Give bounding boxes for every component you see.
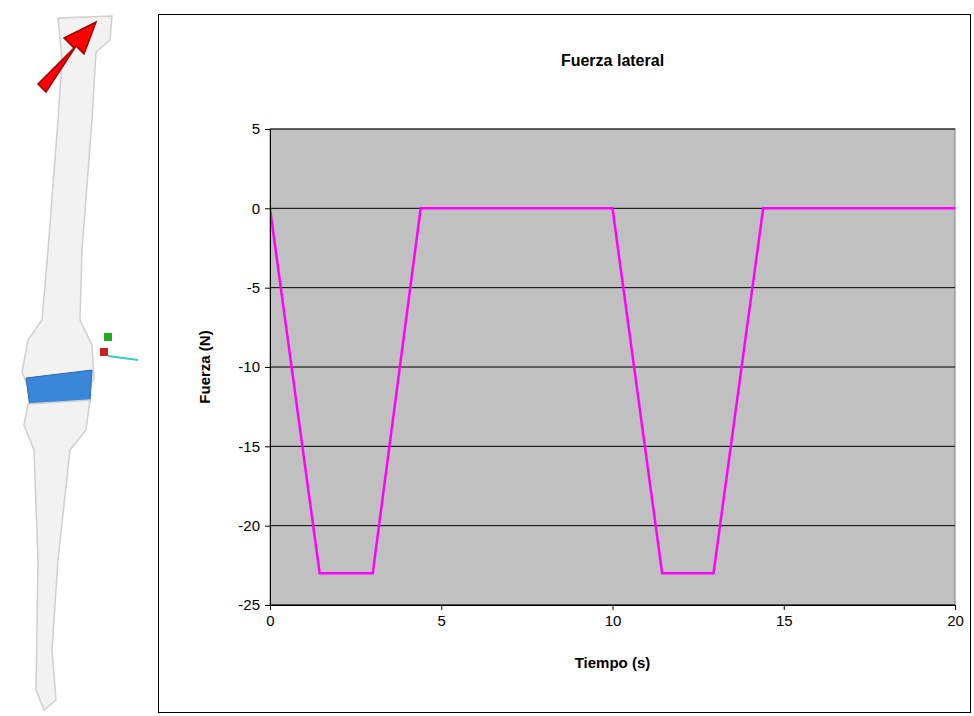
grid-line xyxy=(270,525,955,526)
y-tick: 5 xyxy=(252,120,270,137)
y-tick-mark xyxy=(265,605,270,606)
y-tick-label: 5 xyxy=(252,120,260,137)
y-tick: -5 xyxy=(247,279,270,296)
grid-line xyxy=(270,367,955,368)
x-tick-label: 0 xyxy=(266,612,274,629)
y-tick: -20 xyxy=(238,517,270,534)
chart-title: Fuerza lateral xyxy=(561,52,664,69)
x-tick: 5 xyxy=(438,605,446,629)
x-axis-line xyxy=(271,606,956,611)
plot-marks xyxy=(270,208,955,573)
x-axis-title: Tiempo (s) xyxy=(575,654,651,671)
x-tick: 10 xyxy=(605,605,622,629)
marker xyxy=(108,356,138,360)
y-axis-title: Fuerza (N) xyxy=(196,330,213,403)
grid-line xyxy=(270,287,955,288)
marker xyxy=(104,333,112,341)
y-tick-mark xyxy=(265,208,270,209)
x-tick-mark xyxy=(784,605,785,610)
y-axis-line xyxy=(265,130,271,606)
x-tick-label: 15 xyxy=(776,612,793,629)
y-tick-mark xyxy=(265,288,270,289)
bone-illustration xyxy=(22,16,138,710)
y-tick: 0 xyxy=(252,200,270,217)
x-axis: 0 5 10 15 20 xyxy=(266,605,964,629)
femur xyxy=(22,16,112,392)
x-tick-mark xyxy=(955,605,956,610)
x-tick-label: 5 xyxy=(438,612,446,629)
x-tick-mark xyxy=(270,605,271,610)
grid xyxy=(270,129,955,605)
data-line xyxy=(270,208,955,573)
y-tick-mark xyxy=(265,446,270,447)
y-tick: -15 xyxy=(238,438,270,455)
plot-area xyxy=(270,129,955,605)
y-tick-label: -5 xyxy=(247,279,260,296)
y-tick-label: 0 xyxy=(252,200,260,217)
marker xyxy=(100,348,108,356)
y-tick-label: -10 xyxy=(238,358,260,375)
y-tick: -25 xyxy=(238,596,270,613)
y-tick-mark xyxy=(265,526,270,527)
force-arrow xyxy=(38,22,96,92)
y-tick: -10 xyxy=(238,358,270,375)
grid-line xyxy=(270,446,955,447)
tibia xyxy=(24,400,90,710)
x-tick-label: 20 xyxy=(947,612,964,629)
chart-frame xyxy=(159,15,971,713)
x-tick-mark xyxy=(441,605,442,610)
grid-line xyxy=(270,129,955,130)
x-tick: 0 xyxy=(266,605,274,629)
y-tick-mark xyxy=(265,367,270,368)
x-tick: 20 xyxy=(947,605,964,629)
y-tick-label: -25 xyxy=(238,596,260,613)
x-tick: 15 xyxy=(776,605,793,629)
y-tick-mark xyxy=(265,129,270,130)
x-tick-mark xyxy=(613,605,614,610)
y-axis: -25 -20 -15 -10 -5 0 5 xyxy=(238,120,270,613)
y-tick-label: -20 xyxy=(238,517,260,534)
x-tick-label: 10 xyxy=(605,612,622,629)
y-tick-label: -15 xyxy=(238,438,260,455)
